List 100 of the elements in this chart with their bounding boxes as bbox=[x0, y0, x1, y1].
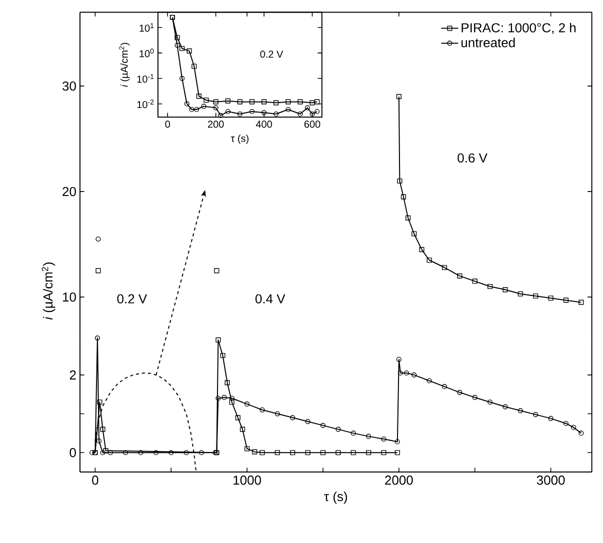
point bbox=[396, 94, 402, 100]
point bbox=[196, 94, 202, 99]
point bbox=[518, 291, 523, 296]
x-tick-label: 0 bbox=[92, 476, 98, 485]
point bbox=[419, 247, 424, 252]
y-tick-label: 10 bbox=[62, 292, 76, 302]
point bbox=[286, 106, 291, 112]
point bbox=[320, 422, 326, 428]
point bbox=[571, 424, 576, 430]
y-tick-label: 30 bbox=[62, 81, 76, 91]
point bbox=[274, 450, 280, 456]
point bbox=[204, 98, 209, 103]
point bbox=[96, 236, 101, 242]
point bbox=[397, 178, 402, 184]
point bbox=[320, 450, 326, 456]
point bbox=[260, 450, 265, 456]
point bbox=[96, 268, 101, 274]
point bbox=[168, 450, 174, 456]
point bbox=[244, 402, 250, 407]
point bbox=[192, 64, 197, 69]
point bbox=[381, 436, 386, 442]
y-axis-title: i (µA/cm$^{2}$) bbox=[119, 42, 130, 87]
annotation: 0.2 V bbox=[117, 294, 148, 304]
point bbox=[396, 356, 402, 362]
point bbox=[244, 446, 250, 452]
point bbox=[472, 278, 478, 284]
point bbox=[222, 394, 227, 400]
point bbox=[97, 400, 102, 405]
point bbox=[261, 110, 267, 116]
point bbox=[533, 293, 538, 299]
x-tick-label: 2000 bbox=[385, 476, 413, 485]
legend-label: PIRAC: 1000°C, 2 h bbox=[462, 22, 576, 34]
point bbox=[108, 450, 113, 456]
point bbox=[225, 108, 230, 114]
point bbox=[198, 450, 204, 456]
point bbox=[216, 337, 221, 343]
point bbox=[442, 264, 448, 270]
point bbox=[350, 450, 356, 456]
annotation: 0.4 V bbox=[255, 294, 286, 304]
point bbox=[274, 411, 280, 416]
point bbox=[261, 99, 267, 104]
y-tick-label: 20 bbox=[62, 186, 76, 196]
point bbox=[214, 268, 220, 274]
point bbox=[249, 99, 255, 104]
point bbox=[426, 258, 432, 263]
point bbox=[274, 111, 279, 117]
point bbox=[213, 105, 218, 110]
y-axis-title: i (µA/cm$^{2}$) bbox=[42, 262, 56, 320]
point bbox=[286, 99, 291, 104]
point bbox=[412, 231, 417, 236]
point bbox=[290, 450, 296, 456]
point bbox=[100, 426, 106, 432]
point bbox=[336, 450, 341, 456]
point bbox=[563, 298, 569, 303]
x-tick-label: 1000 bbox=[234, 476, 261, 485]
point bbox=[548, 416, 554, 421]
point bbox=[224, 380, 230, 386]
point bbox=[381, 450, 386, 456]
point bbox=[426, 378, 432, 384]
point bbox=[518, 408, 523, 414]
point bbox=[201, 104, 206, 109]
x-tick-label: 200 bbox=[208, 120, 224, 128]
point bbox=[218, 112, 224, 118]
point bbox=[457, 390, 462, 395]
point bbox=[472, 394, 478, 400]
x-axis-title: τ (s) bbox=[324, 492, 348, 504]
y-tick-label: 10$^{0}$ bbox=[140, 48, 154, 58]
point bbox=[298, 111, 303, 117]
point bbox=[366, 434, 372, 439]
point bbox=[103, 448, 108, 454]
point bbox=[194, 106, 200, 112]
point bbox=[350, 430, 356, 436]
point bbox=[174, 35, 180, 40]
point bbox=[290, 415, 296, 420]
point bbox=[235, 415, 240, 420]
point bbox=[94, 335, 100, 341]
point bbox=[138, 450, 144, 456]
x-tick-label: 400 bbox=[256, 120, 272, 128]
point bbox=[100, 450, 106, 456]
point bbox=[488, 284, 493, 290]
point bbox=[260, 407, 265, 412]
point bbox=[405, 215, 411, 220]
point bbox=[96, 438, 102, 444]
point bbox=[189, 106, 194, 112]
y-tick-label: 10$^{1}$ bbox=[140, 23, 154, 32]
point bbox=[310, 100, 315, 106]
point bbox=[394, 439, 400, 444]
point bbox=[153, 450, 158, 456]
point bbox=[533, 412, 538, 418]
point bbox=[184, 450, 189, 456]
point bbox=[404, 370, 410, 376]
point bbox=[314, 99, 320, 104]
point bbox=[213, 99, 218, 104]
legend-label: untreated bbox=[462, 38, 515, 48]
point bbox=[488, 400, 493, 405]
point bbox=[220, 352, 226, 358]
point bbox=[298, 99, 303, 104]
point bbox=[548, 296, 554, 301]
point bbox=[305, 419, 310, 424]
point bbox=[305, 450, 310, 456]
